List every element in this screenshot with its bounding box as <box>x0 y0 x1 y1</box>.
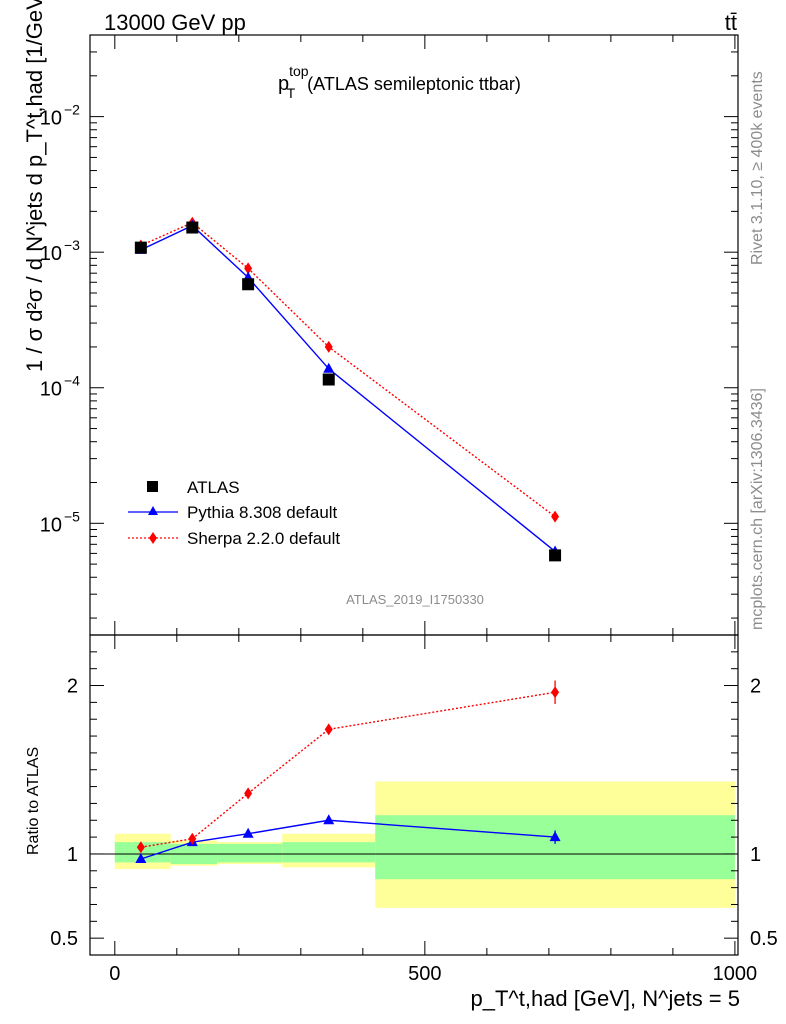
legend-marker-sherpa <box>149 532 157 544</box>
plot-title-base: p <box>278 73 289 95</box>
main-point-atlas <box>549 549 562 562</box>
ratio-point-sherpa <box>244 787 253 800</box>
x-axis: 0 500 1000 <box>109 35 757 985</box>
main-point-atlas <box>322 373 335 386</box>
process-label: tt̄ <box>725 10 737 35</box>
ratio-y-tick-label-right: 1 <box>750 844 761 866</box>
legend-item-atlas: ATLAS <box>147 478 240 497</box>
legend-item-pythia: Pythia 8.308 default <box>128 503 338 522</box>
main-y-axis-label: 1 / σ d²σ / d N^jets d p_T^t,had [1/GeV] <box>22 0 47 372</box>
ratio-bands <box>114 781 735 908</box>
collision-label: 13000 GeV pp <box>104 10 246 35</box>
main-point-sherpa <box>324 340 333 353</box>
main-point-atlas <box>242 278 255 291</box>
ratio-point-pythia <box>242 827 254 838</box>
main-y-axis: 10−510−410−310−2 <box>40 34 738 619</box>
ratio-y-tick-label-right: 0.5 <box>750 928 778 950</box>
main-series-layer <box>134 216 562 562</box>
ratio-band-inner <box>217 843 283 863</box>
ratio-plot-frame <box>89 634 739 956</box>
ratio-point-sherpa <box>136 841 145 854</box>
x-axis-label: p_T^t,had [GeV], N^jets = 5 <box>471 986 741 1011</box>
main-y-tick-label-exp: −5 <box>64 508 80 524</box>
main-point-pythia <box>323 362 335 373</box>
main-y-tick-label-exp: −3 <box>64 237 80 253</box>
legend-item-sherpa: Sherpa 2.2.0 default <box>128 529 340 548</box>
ratio-y-tick-label: 0.5 <box>50 928 78 950</box>
main-y-tick-label: 10 <box>40 514 62 536</box>
plot-title: ptop T (ATLAS semileptonic ttbar) <box>278 63 521 101</box>
plot-title-rest: (ATLAS semileptonic ttbar) <box>307 74 521 94</box>
x-tick-label: 500 <box>408 963 441 985</box>
plot-title-sup: top <box>289 63 309 79</box>
analysis-id: ATLAS_2019_I1750330 <box>346 592 484 607</box>
ratio-y-tick-label: 1 <box>67 844 78 866</box>
ratio-band-inner <box>114 842 171 863</box>
x-tick-label: 0 <box>109 963 120 985</box>
ratio-band-inner <box>375 815 735 880</box>
main-y-tick-label-exp: −4 <box>64 373 80 389</box>
ratio-point-pythia <box>135 853 147 863</box>
ratio-band-inner <box>282 842 376 863</box>
main-y-tick-label: 10 <box>40 108 62 130</box>
main-point-atlas <box>186 221 199 234</box>
ratio-point-sherpa <box>324 723 333 736</box>
main-panel: 10−510−410−310−2 ptop T (ATLAS semileptoni… <box>22 0 739 636</box>
legend-label-atlas: ATLAS <box>187 478 240 497</box>
main-point-atlas <box>134 241 147 254</box>
ratio-panel: 0.5 0.5 1 1 2 2 0 500 1000 Ratio to ATLAS <box>25 35 778 985</box>
ratio-y-tick-label: 2 <box>67 676 78 698</box>
ratio-point-pythia <box>549 831 561 842</box>
legend-label-pythia: Pythia 8.308 default <box>187 503 338 522</box>
ratio-y-axis-label: Ratio to ATLAS <box>25 747 42 855</box>
legend-label-sherpa: Sherpa 2.2.0 default <box>187 529 340 548</box>
mcplots-label: mcplots.cern.ch [arXiv:1306.3436] <box>749 388 766 630</box>
ratio-y-tick-label-right: 2 <box>750 676 761 698</box>
ratio-y-axis: 0.5 0.5 1 1 2 2 <box>50 651 778 950</box>
main-point-sherpa <box>244 262 253 275</box>
main-y-tick-label: 10 <box>40 243 62 265</box>
legend: ATLAS Pythia 8.308 default Sherpa 2.2.0 … <box>128 478 340 548</box>
rivet-label: Rivet 3.1.10, ≥ 400k events <box>749 71 766 265</box>
ratio-point-sherpa <box>188 832 197 845</box>
main-line-sherpa <box>140 221 556 518</box>
ratio-point-sherpa <box>551 686 560 699</box>
legend-marker-atlas <box>147 481 158 492</box>
legend-marker-pythia <box>148 506 158 515</box>
x-tick-label: 1000 <box>713 963 758 985</box>
ratio-point-pythia <box>323 814 335 825</box>
main-y-tick-label-exp: −2 <box>64 102 80 118</box>
main-y-tick-label: 10 <box>40 379 62 401</box>
main-point-sherpa <box>551 510 560 523</box>
plot-title-sub: T <box>287 85 296 101</box>
ratio-series-layer <box>135 680 561 863</box>
